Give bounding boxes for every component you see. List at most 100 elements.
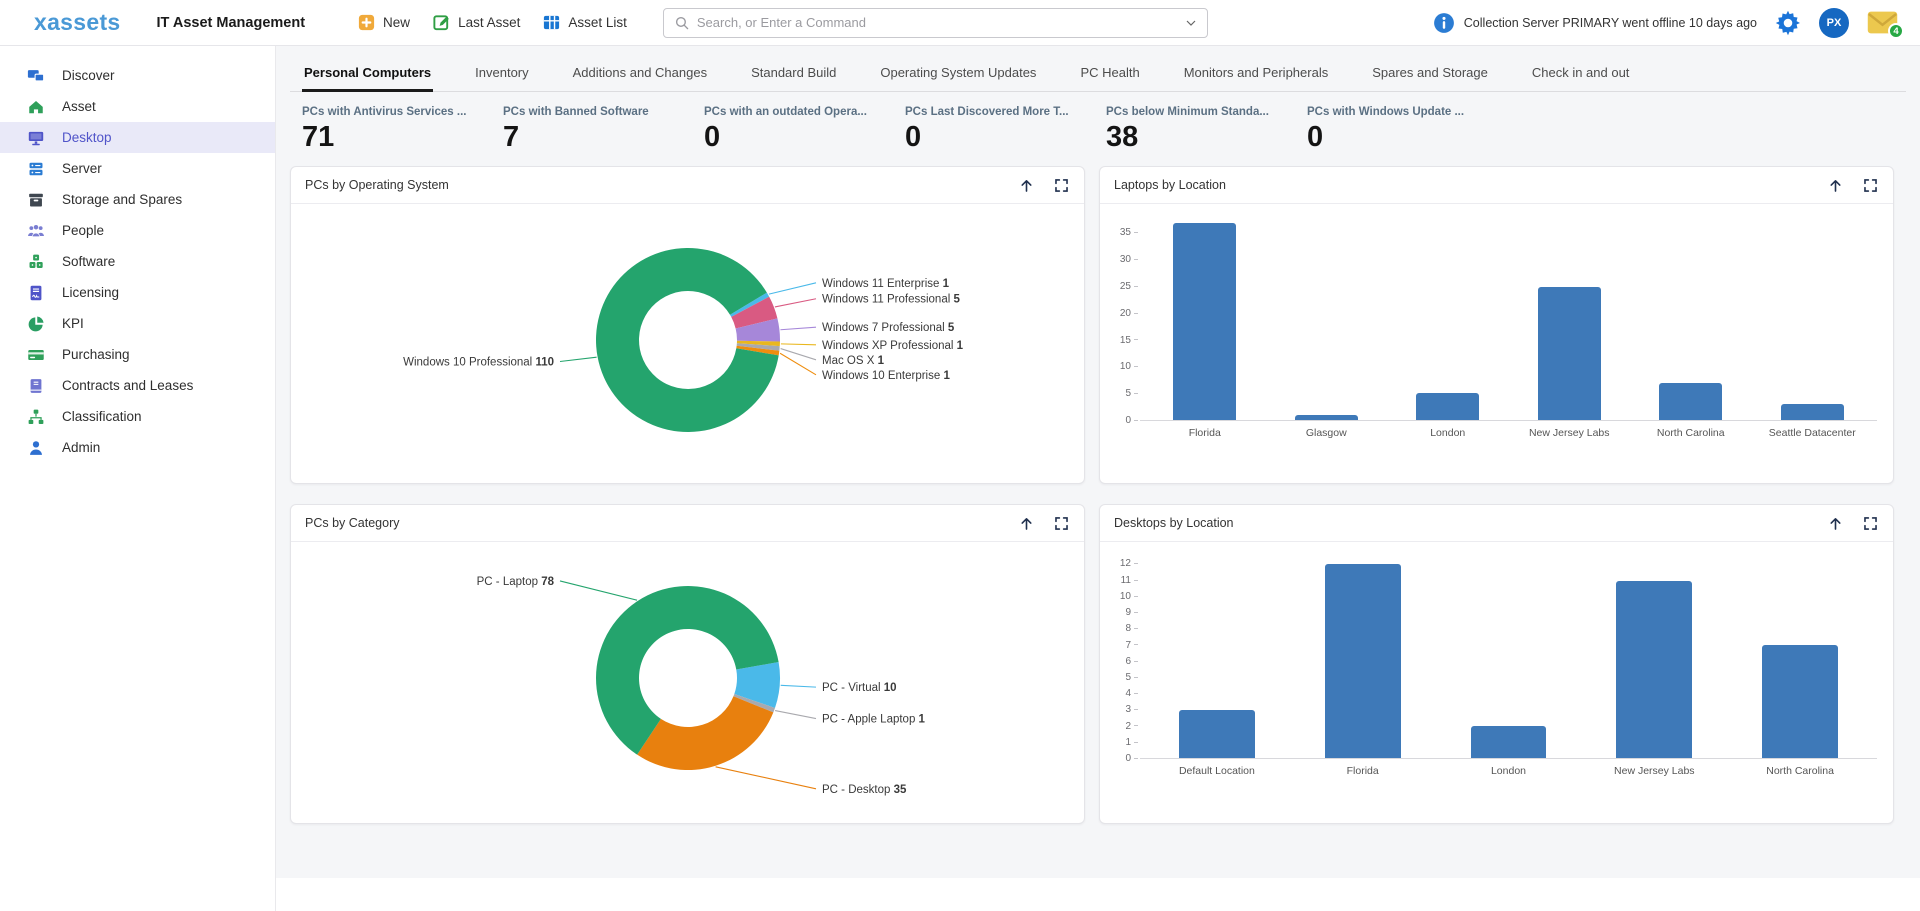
bar-florida[interactable]: [1325, 564, 1401, 758]
sidebar-item-admin[interactable]: Admin: [0, 432, 275, 463]
y-tick-label: 3: [1125, 704, 1138, 715]
bar-seattle-datacenter[interactable]: [1781, 404, 1844, 420]
new-button[interactable]: New: [357, 13, 410, 32]
sidebar-item-contracts-and-leases[interactable]: Contracts and Leases: [0, 370, 275, 401]
mail-button[interactable]: 4: [1867, 10, 1898, 35]
y-tick-label: 0: [1125, 753, 1138, 764]
tab-operating-system-updates[interactable]: Operating System Updates: [878, 54, 1038, 92]
sidebar-item-label: Purchasing: [62, 347, 130, 362]
main-content: Personal Computers Inventory Additions and…: [276, 46, 1920, 911]
asset-list-button-label: Asset List: [568, 15, 627, 30]
bar-column: [1290, 558, 1436, 758]
tab-inventory[interactable]: Inventory: [473, 54, 530, 92]
licensing-icon: [27, 284, 45, 302]
plot-area: [1140, 220, 1877, 421]
bar-column: [1509, 220, 1631, 420]
tab-check-in-and-out[interactable]: Check in and out: [1530, 54, 1632, 92]
donut-label-line: [560, 357, 597, 361]
bar-north-carolina[interactable]: [1659, 383, 1722, 420]
tab-standard-build[interactable]: Standard Build: [749, 54, 838, 92]
kpi-row: PCs with Antivirus Services ...71PCs wit…: [290, 92, 1906, 152]
sidebar-item-server[interactable]: Server: [0, 153, 275, 184]
y-tick-label: 0: [1125, 415, 1138, 426]
bar-new-jersey-labs[interactable]: [1616, 581, 1692, 758]
search-box[interactable]: [663, 8, 1208, 38]
server-notice: Collection Server PRIMARY went offline 1…: [1433, 12, 1757, 34]
user-avatar[interactable]: PX: [1819, 8, 1849, 38]
tab-pc-health[interactable]: PC Health: [1078, 54, 1141, 92]
donut-slice-pc-desktop[interactable]: [637, 696, 773, 770]
up-arrow-icon: [1827, 515, 1844, 532]
bar-default-location[interactable]: [1179, 710, 1255, 758]
plus-square-icon: [357, 13, 376, 32]
kpi-value: 0: [1307, 123, 1508, 152]
kpi-label: PCs Last Discovered More T...: [905, 106, 1106, 118]
kpi-card-pcs-last-discovered-more-t[interactable]: PCs Last Discovered More T... 0: [905, 106, 1106, 152]
kpi-value: 0: [905, 123, 1106, 152]
y-tick-label: 9: [1125, 607, 1138, 618]
chart-export-button[interactable]: [1827, 177, 1844, 194]
sidebar-item-storage-and-spares[interactable]: Storage and Spares: [0, 184, 275, 215]
bar-column: [1581, 558, 1727, 758]
sidebar-item-licensing[interactable]: Licensing: [0, 277, 275, 308]
x-axis-labels: Default LocationFloridaLondonNew Jersey …: [1140, 759, 1877, 777]
settings-gear-icon[interactable]: [1775, 10, 1801, 36]
last-asset-button[interactable]: Last Asset: [432, 13, 520, 32]
sidebar-item-asset[interactable]: Asset: [0, 91, 275, 122]
kpi-card-pcs-with-windows-update[interactable]: PCs with Windows Update ...0: [1307, 106, 1508, 152]
donut-label: Windows 10 Enterprise 1: [822, 370, 950, 382]
bar-florida[interactable]: [1173, 223, 1236, 420]
donut-label-line: [780, 353, 816, 375]
tab-additions-and-changes[interactable]: Additions and Changes: [571, 54, 709, 92]
bar-new-jersey-labs[interactable]: [1538, 287, 1601, 420]
search-dropdown-chevron[interactable]: [1183, 15, 1199, 31]
kpi-card-pcs-with-antivirus-services[interactable]: PCs with Antivirus Services ...71: [302, 106, 503, 152]
tab-monitors-and-peripherals[interactable]: Monitors and Peripherals: [1182, 54, 1331, 92]
panel-title: PCs by Category: [305, 516, 399, 530]
donut-label: PC - Desktop 35: [822, 784, 907, 796]
search-input[interactable]: [697, 15, 1183, 30]
sidebar-item-software[interactable]: Software: [0, 246, 275, 277]
chart-export-button[interactable]: [1018, 515, 1035, 532]
chart-fullscreen-button[interactable]: [1862, 177, 1879, 194]
y-tick-label: 12: [1120, 558, 1138, 569]
purchasing-icon: [27, 346, 45, 364]
sidebar-item-people[interactable]: People: [0, 215, 275, 246]
tab-spares-and-storage[interactable]: Spares and Storage: [1370, 54, 1490, 92]
bar-london[interactable]: [1416, 393, 1479, 420]
kpi-value: 38: [1106, 123, 1307, 152]
panel-actions: [1827, 515, 1879, 532]
sidebar-item-classification[interactable]: Classification: [0, 401, 275, 432]
kpi-card-pcs-below-minimum-standa[interactable]: PCs below Minimum Standa...38: [1106, 106, 1307, 152]
panel-body: 0123456789101112Default LocationFloridaL…: [1100, 542, 1893, 777]
bar-glasgow[interactable]: [1295, 415, 1358, 420]
fullscreen-icon: [1053, 177, 1070, 194]
chart-fullscreen-button[interactable]: [1053, 515, 1070, 532]
mail-badge: 4: [1888, 23, 1904, 39]
bar-london[interactable]: [1471, 726, 1547, 758]
kpi-card-pcs-with-an-outdated-opera[interactable]: PCs with an outdated Opera...0: [704, 106, 905, 152]
info-icon[interactable]: [1433, 12, 1455, 34]
bar-north-carolina[interactable]: [1762, 645, 1838, 758]
chart-fullscreen-button[interactable]: [1862, 515, 1879, 532]
y-tick-label: 35: [1120, 227, 1138, 238]
bar-column: [1266, 220, 1388, 420]
sidebar-item-desktop[interactable]: Desktop: [0, 122, 275, 153]
tab-personal-computers[interactable]: Personal Computers: [302, 54, 433, 92]
panel-pcs-by-category: PCs by CategoryPC - Virtual 10PC - Apple…: [290, 504, 1085, 824]
chart-fullscreen-button[interactable]: [1053, 177, 1070, 194]
page: xassets IT Asset Management NewLast Asse…: [0, 0, 1920, 911]
brand-logo[interactable]: xassets: [34, 9, 121, 36]
bar-column: [1436, 558, 1582, 758]
chart-export-button[interactable]: [1827, 515, 1844, 532]
sidebar-item-label: Asset: [62, 99, 96, 114]
bar-column: [1387, 220, 1509, 420]
chart-export-button[interactable]: [1018, 177, 1035, 194]
sidebar-item-discover[interactable]: Discover: [0, 60, 275, 91]
sidebar-item-kpi[interactable]: KPI: [0, 308, 275, 339]
search-icon: [674, 15, 690, 31]
donut-label-line: [774, 299, 815, 307]
sidebar-item-purchasing[interactable]: Purchasing: [0, 339, 275, 370]
kpi-card-pcs-with-banned-software[interactable]: PCs with Banned Software7: [503, 106, 704, 152]
asset-list-button[interactable]: Asset List: [542, 13, 627, 32]
